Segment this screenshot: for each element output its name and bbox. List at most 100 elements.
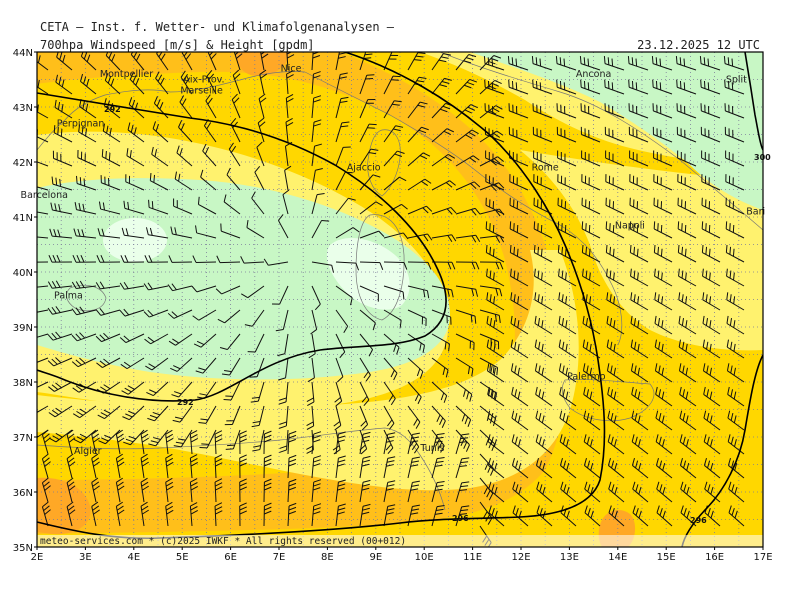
wind-barb	[535, 410, 553, 431]
wind-barb	[678, 339, 697, 359]
wind-barb	[631, 434, 649, 455]
wind-barb	[335, 431, 346, 455]
city-label: Palermo	[567, 372, 606, 383]
wind-barb	[48, 381, 73, 392]
wind-barb	[431, 77, 452, 95]
wind-barb	[534, 268, 553, 287]
wind-barb	[189, 478, 198, 503]
wind-barb	[335, 309, 349, 334]
lon-tick-label: 14E	[608, 552, 627, 563]
wind-barb	[656, 505, 673, 527]
wind-barb	[726, 363, 745, 383]
wind-barb	[407, 52, 426, 71]
wind-barb	[632, 505, 649, 527]
wind-barb	[604, 103, 625, 119]
wind-barb	[479, 261, 504, 270]
wind-barb	[383, 456, 396, 479]
city-label: Bari	[746, 207, 765, 218]
wind-barb	[120, 357, 145, 370]
wind-barb	[654, 363, 673, 383]
lat-tick-label: 37N	[13, 433, 33, 444]
wind-barb	[704, 505, 721, 527]
wind-barb	[335, 455, 346, 479]
lon-tick-label: 9E	[369, 552, 382, 563]
wind-barb	[557, 244, 577, 263]
wind-barb	[485, 244, 505, 263]
city-label: Perpignan	[57, 119, 105, 130]
wind-barb	[140, 429, 149, 455]
wind-barb	[407, 152, 431, 167]
wind-barb	[383, 75, 401, 95]
wind-barb	[220, 223, 241, 239]
wind-barb	[455, 481, 470, 503]
wind-barb	[510, 268, 529, 287]
wind-barb	[726, 339, 745, 359]
wind-barb	[66, 429, 76, 455]
wind-barb	[725, 150, 745, 167]
wind-barb	[247, 333, 265, 353]
wind-barb	[407, 405, 421, 429]
longitude-axis: 2E 3E 4E 5E 6E 7E 8E 9E 10E 11E 12E 13E 14E 15E 16E 17E	[31, 547, 773, 563]
wind-barb	[335, 503, 346, 527]
wind-barb	[651, 56, 673, 71]
wind-barb	[359, 455, 371, 479]
wind-barb	[630, 315, 649, 335]
city-label: Rome	[532, 163, 559, 174]
wind-barb	[97, 228, 121, 239]
contour-300	[681, 354, 763, 547]
lon-tick-label: 16E	[705, 552, 724, 563]
wind-barb	[359, 230, 385, 239]
lat-tick-label: 41N	[13, 213, 33, 224]
wind-barb	[652, 126, 673, 143]
wind-barb	[484, 103, 505, 119]
wind-barb	[144, 255, 169, 263]
wind-barb	[383, 125, 404, 143]
wind-barb	[311, 168, 323, 191]
city-label: Nice	[281, 64, 302, 75]
wind-barb	[675, 56, 697, 71]
wind-barb	[80, 73, 97, 95]
wind-barb	[191, 285, 217, 293]
wind-barb	[508, 79, 529, 95]
wind-barb	[335, 52, 347, 71]
wind-barb	[66, 453, 76, 479]
wind-barb	[123, 200, 145, 215]
wind-barb	[223, 381, 241, 401]
wind-barb	[168, 333, 193, 346]
wind-barb	[678, 292, 697, 311]
wind-barb	[455, 181, 481, 191]
map-product-title: 700hpa_Windspeed_[m/s]_&_Height_[gpdm]	[40, 38, 315, 52]
wind-barb	[311, 143, 322, 167]
wind-barb	[479, 156, 504, 167]
wind-barb	[510, 292, 529, 311]
wind-barb	[251, 191, 265, 215]
wind-barb	[359, 405, 369, 431]
wind-barb	[485, 150, 505, 167]
wind-barb	[455, 104, 478, 119]
wind-barb	[173, 198, 193, 215]
wind-barb	[725, 174, 745, 191]
wind-barb	[701, 197, 721, 215]
wind-barb	[534, 339, 553, 359]
wind-barb	[91, 501, 100, 527]
wind-barb	[37, 285, 49, 289]
wind-barb	[359, 357, 371, 382]
wind-barb	[455, 207, 481, 216]
wind-barb	[605, 221, 625, 239]
wind-barb	[335, 261, 360, 271]
wind-barb	[72, 405, 97, 419]
wind-barb	[121, 227, 145, 239]
wind-barb	[287, 502, 297, 527]
wind-barb	[231, 93, 241, 119]
wind-barb	[219, 333, 241, 351]
wind-barb	[311, 285, 321, 311]
wind-barb	[50, 202, 73, 215]
wind-barb	[41, 477, 51, 503]
wind-barb	[41, 453, 51, 479]
wind-barb	[703, 457, 721, 479]
wind-barb	[431, 333, 450, 352]
wind-barb	[48, 405, 73, 418]
wind-barb	[278, 381, 289, 405]
wind-barb	[98, 201, 121, 215]
wind-barb	[510, 363, 529, 383]
